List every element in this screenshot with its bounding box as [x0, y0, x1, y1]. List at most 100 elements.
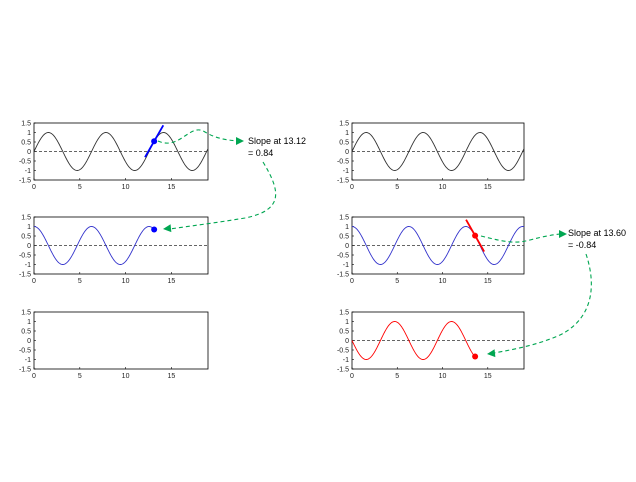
x-tick-label: 5 [395, 373, 399, 380]
subplot-1: 1.510.50-0.5-1-1.50 5 10 15 [19, 121, 209, 191]
x-tick-label: 10 [439, 184, 447, 191]
arrow-head [559, 230, 567, 238]
y-tick-label: -1.5 [19, 367, 31, 374]
x-tick-label: 0 [32, 373, 36, 380]
y-tick-label: 1.5 [339, 310, 349, 317]
y-tick-label: -1.5 [337, 272, 349, 279]
y-tick-label: 0.5 [339, 329, 349, 336]
plots-layer: 1.510.50-0.5-1-1.50 5 10 151.510.50-0.5-1-1… [19, 121, 525, 380]
arrow-note-to-right-marker [487, 253, 592, 358]
arrow-path [480, 233, 561, 243]
arrow-note-to-left-marker [163, 161, 277, 233]
arrow-head [163, 224, 172, 233]
y-tick-label: 0 [345, 149, 349, 156]
x-tick-label: 15 [484, 278, 492, 285]
subplot-5: 1.510.50-0.5-1-1.50 5 10 15 [337, 215, 525, 285]
y-tick-label: -0.5 [337, 348, 349, 355]
annotation-right-line2: = -0.84 [568, 240, 596, 250]
y-tick-label: -1.5 [19, 272, 31, 279]
y-tick-label: 1.5 [21, 215, 31, 222]
y-tick-label: -0.5 [19, 348, 31, 355]
x-tick-label: 5 [78, 373, 82, 380]
series-line [351, 226, 525, 265]
y-tick-label: 0 [27, 149, 31, 156]
x-tick-label: 15 [484, 373, 492, 380]
annotation-left-line1: Slope at 13.12 [248, 136, 306, 146]
y-tick-label: 0 [27, 338, 31, 345]
series-line [351, 321, 476, 360]
y-tick-label: -1 [25, 168, 31, 175]
arrows-layer [157, 129, 592, 358]
x-tick-label: 5 [78, 184, 82, 191]
y-tick-label: -1 [25, 357, 31, 364]
x-tick-label: 0 [350, 373, 354, 380]
y-tick-label: -1.5 [337, 367, 349, 374]
x-tick-label: 0 [32, 184, 36, 191]
subplot-4: 1.510.50-0.5-1-1.50 5 10 15 [337, 121, 525, 191]
point-marker [151, 138, 158, 145]
arrow-path [157, 129, 239, 144]
y-tick-label: -0.5 [337, 159, 349, 166]
x-tick-label: 15 [484, 184, 492, 191]
arrow-path [493, 253, 592, 354]
arrow-head [236, 137, 244, 145]
y-tick-label: -1.5 [19, 178, 31, 185]
y-tick-label: 0 [27, 243, 31, 250]
y-tick-label: 1.5 [21, 121, 31, 128]
x-tick-label: 5 [395, 184, 399, 191]
arrow-right-to-note [480, 230, 567, 243]
x-tick-label: 10 [122, 184, 130, 191]
y-tick-label: 1 [27, 224, 31, 231]
series-line [33, 226, 155, 265]
y-tick-label: 1 [27, 319, 31, 326]
series-line [33, 132, 209, 171]
arrow-head [487, 349, 496, 358]
annotation-left-line2: = 0.84 [248, 148, 273, 158]
y-tick-label: 0 [345, 243, 349, 250]
y-tick-label: 1.5 [21, 310, 31, 317]
y-tick-label: 0.5 [21, 329, 31, 336]
x-tick-label: 15 [167, 184, 175, 191]
x-tick-label: 10 [439, 373, 447, 380]
point-marker [472, 353, 479, 360]
y-tick-label: -0.5 [19, 159, 31, 166]
annotation-right-line1: Slope at 13.60 [568, 228, 626, 238]
axes-frame [33, 311, 209, 370]
y-tick-label: -1.5 [337, 178, 349, 185]
y-tick-label: 1.5 [339, 215, 349, 222]
series-line [351, 132, 525, 171]
subplot-6: 1.510.50-0.5-1-1.50 5 10 15 [337, 310, 525, 380]
x-tick-label: 0 [32, 278, 36, 285]
y-tick-label: -1 [343, 357, 349, 364]
y-tick-label: 0.5 [21, 234, 31, 241]
y-tick-label: 1 [345, 130, 349, 137]
x-tick-label: 15 [167, 373, 175, 380]
x-tick-label: 5 [78, 278, 82, 285]
x-tick-label: 0 [350, 184, 354, 191]
y-tick-label: -1 [343, 168, 349, 175]
y-tick-label: -1 [343, 262, 349, 269]
x-tick-label: 5 [395, 278, 399, 285]
x-tick-label: 15 [167, 278, 175, 285]
y-tick-label: 1.5 [339, 121, 349, 128]
y-tick-label: 0.5 [339, 140, 349, 147]
x-tick-label: 0 [350, 278, 354, 285]
subplot-3: 1.510.50-0.5-1-1.50 5 10 15 [19, 310, 209, 380]
subplot-2: 1.510.50-0.5-1-1.50 5 10 15 [19, 215, 209, 285]
y-tick-label: 0.5 [339, 234, 349, 241]
arrow-left-to-note [157, 129, 244, 145]
point-marker [472, 232, 479, 239]
y-tick-label: 1 [27, 130, 31, 137]
y-tick-label: -0.5 [337, 253, 349, 260]
point-marker [151, 226, 158, 233]
y-tick-label: -0.5 [19, 253, 31, 260]
y-tick-label: 1 [345, 224, 349, 231]
y-tick-label: 1 [345, 319, 349, 326]
x-tick-label: 10 [439, 278, 447, 285]
y-tick-label: -1 [25, 262, 31, 269]
y-tick-label: 0.5 [21, 140, 31, 147]
y-tick-label: 0 [345, 338, 349, 345]
arrow-path [169, 161, 277, 230]
x-tick-label: 10 [122, 373, 130, 380]
